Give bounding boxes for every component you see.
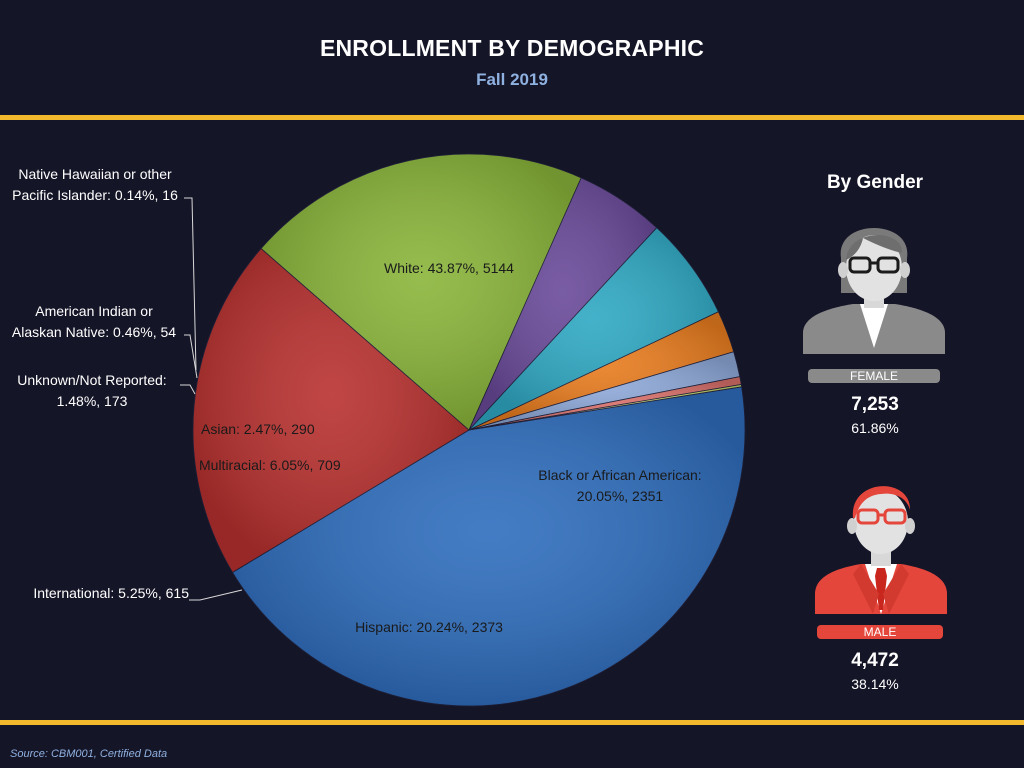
top-divider — [0, 115, 1024, 120]
pie-slice-shading — [469, 351, 740, 430]
page-subtitle: Fall 2019 — [476, 70, 548, 89]
male-percent: 38.14% — [851, 676, 899, 692]
pie-slice-shading — [469, 376, 742, 430]
source-note: Source: CBM001, Certified Data — [10, 748, 168, 760]
header: ENROLLMENT BY DEMOGRAPHIC Fall 2019 — [0, 0, 1024, 115]
leader-line — [189, 589, 243, 601]
pie-slice-shading — [232, 386, 746, 707]
slice-label: Unknown/Not Reported: 1.48%, 173 — [17, 372, 166, 409]
bottom-divider — [0, 720, 1024, 725]
gender-title: By Gender — [826, 172, 924, 193]
pie-slice-shading — [261, 154, 582, 431]
slice-label: American Indian or Alaskan Native: 0.46%,… — [12, 303, 176, 340]
leader-line — [184, 197, 197, 371]
pie-slice-shading — [469, 311, 734, 430]
slice-label: Hispanic: 20.24%, 2373 — [355, 619, 503, 635]
slice-label: Native Hawaiian or other Pacific Islander… — [12, 166, 178, 203]
page-title: ENROLLMENT BY DEMOGRAPHIC — [319, 35, 705, 61]
pie-slice-shading — [469, 384, 742, 430]
male-avatar-icon — [815, 486, 947, 614]
pie-slice-shading — [469, 227, 719, 430]
slice-label: International: 5.25%, 615 — [33, 585, 189, 601]
male-count: 4,472 — [851, 650, 899, 671]
slice-label: White: 43.87%, 5144 — [384, 260, 514, 276]
pie-slice-shading — [469, 177, 657, 430]
female-avatar-icon — [803, 228, 945, 354]
slice-label: Black or African American: 20.05%, 2351 — [538, 467, 701, 504]
pie-slice-shading — [193, 248, 469, 573]
leader-line — [180, 384, 196, 395]
male-badge: MALE — [817, 625, 943, 639]
female-badge: FEMALE — [808, 369, 940, 383]
leader-line — [184, 334, 198, 379]
slice-label: Asian: 2.47%, 290 — [201, 421, 315, 437]
slice-label: Multiracial: 6.05%, 709 — [199, 457, 341, 473]
pie-chart: White: 43.87%, 5144 Black or African Amer… — [12, 153, 746, 707]
female-count: 7,253 — [851, 394, 899, 415]
female-percent: 61.86% — [851, 420, 899, 436]
